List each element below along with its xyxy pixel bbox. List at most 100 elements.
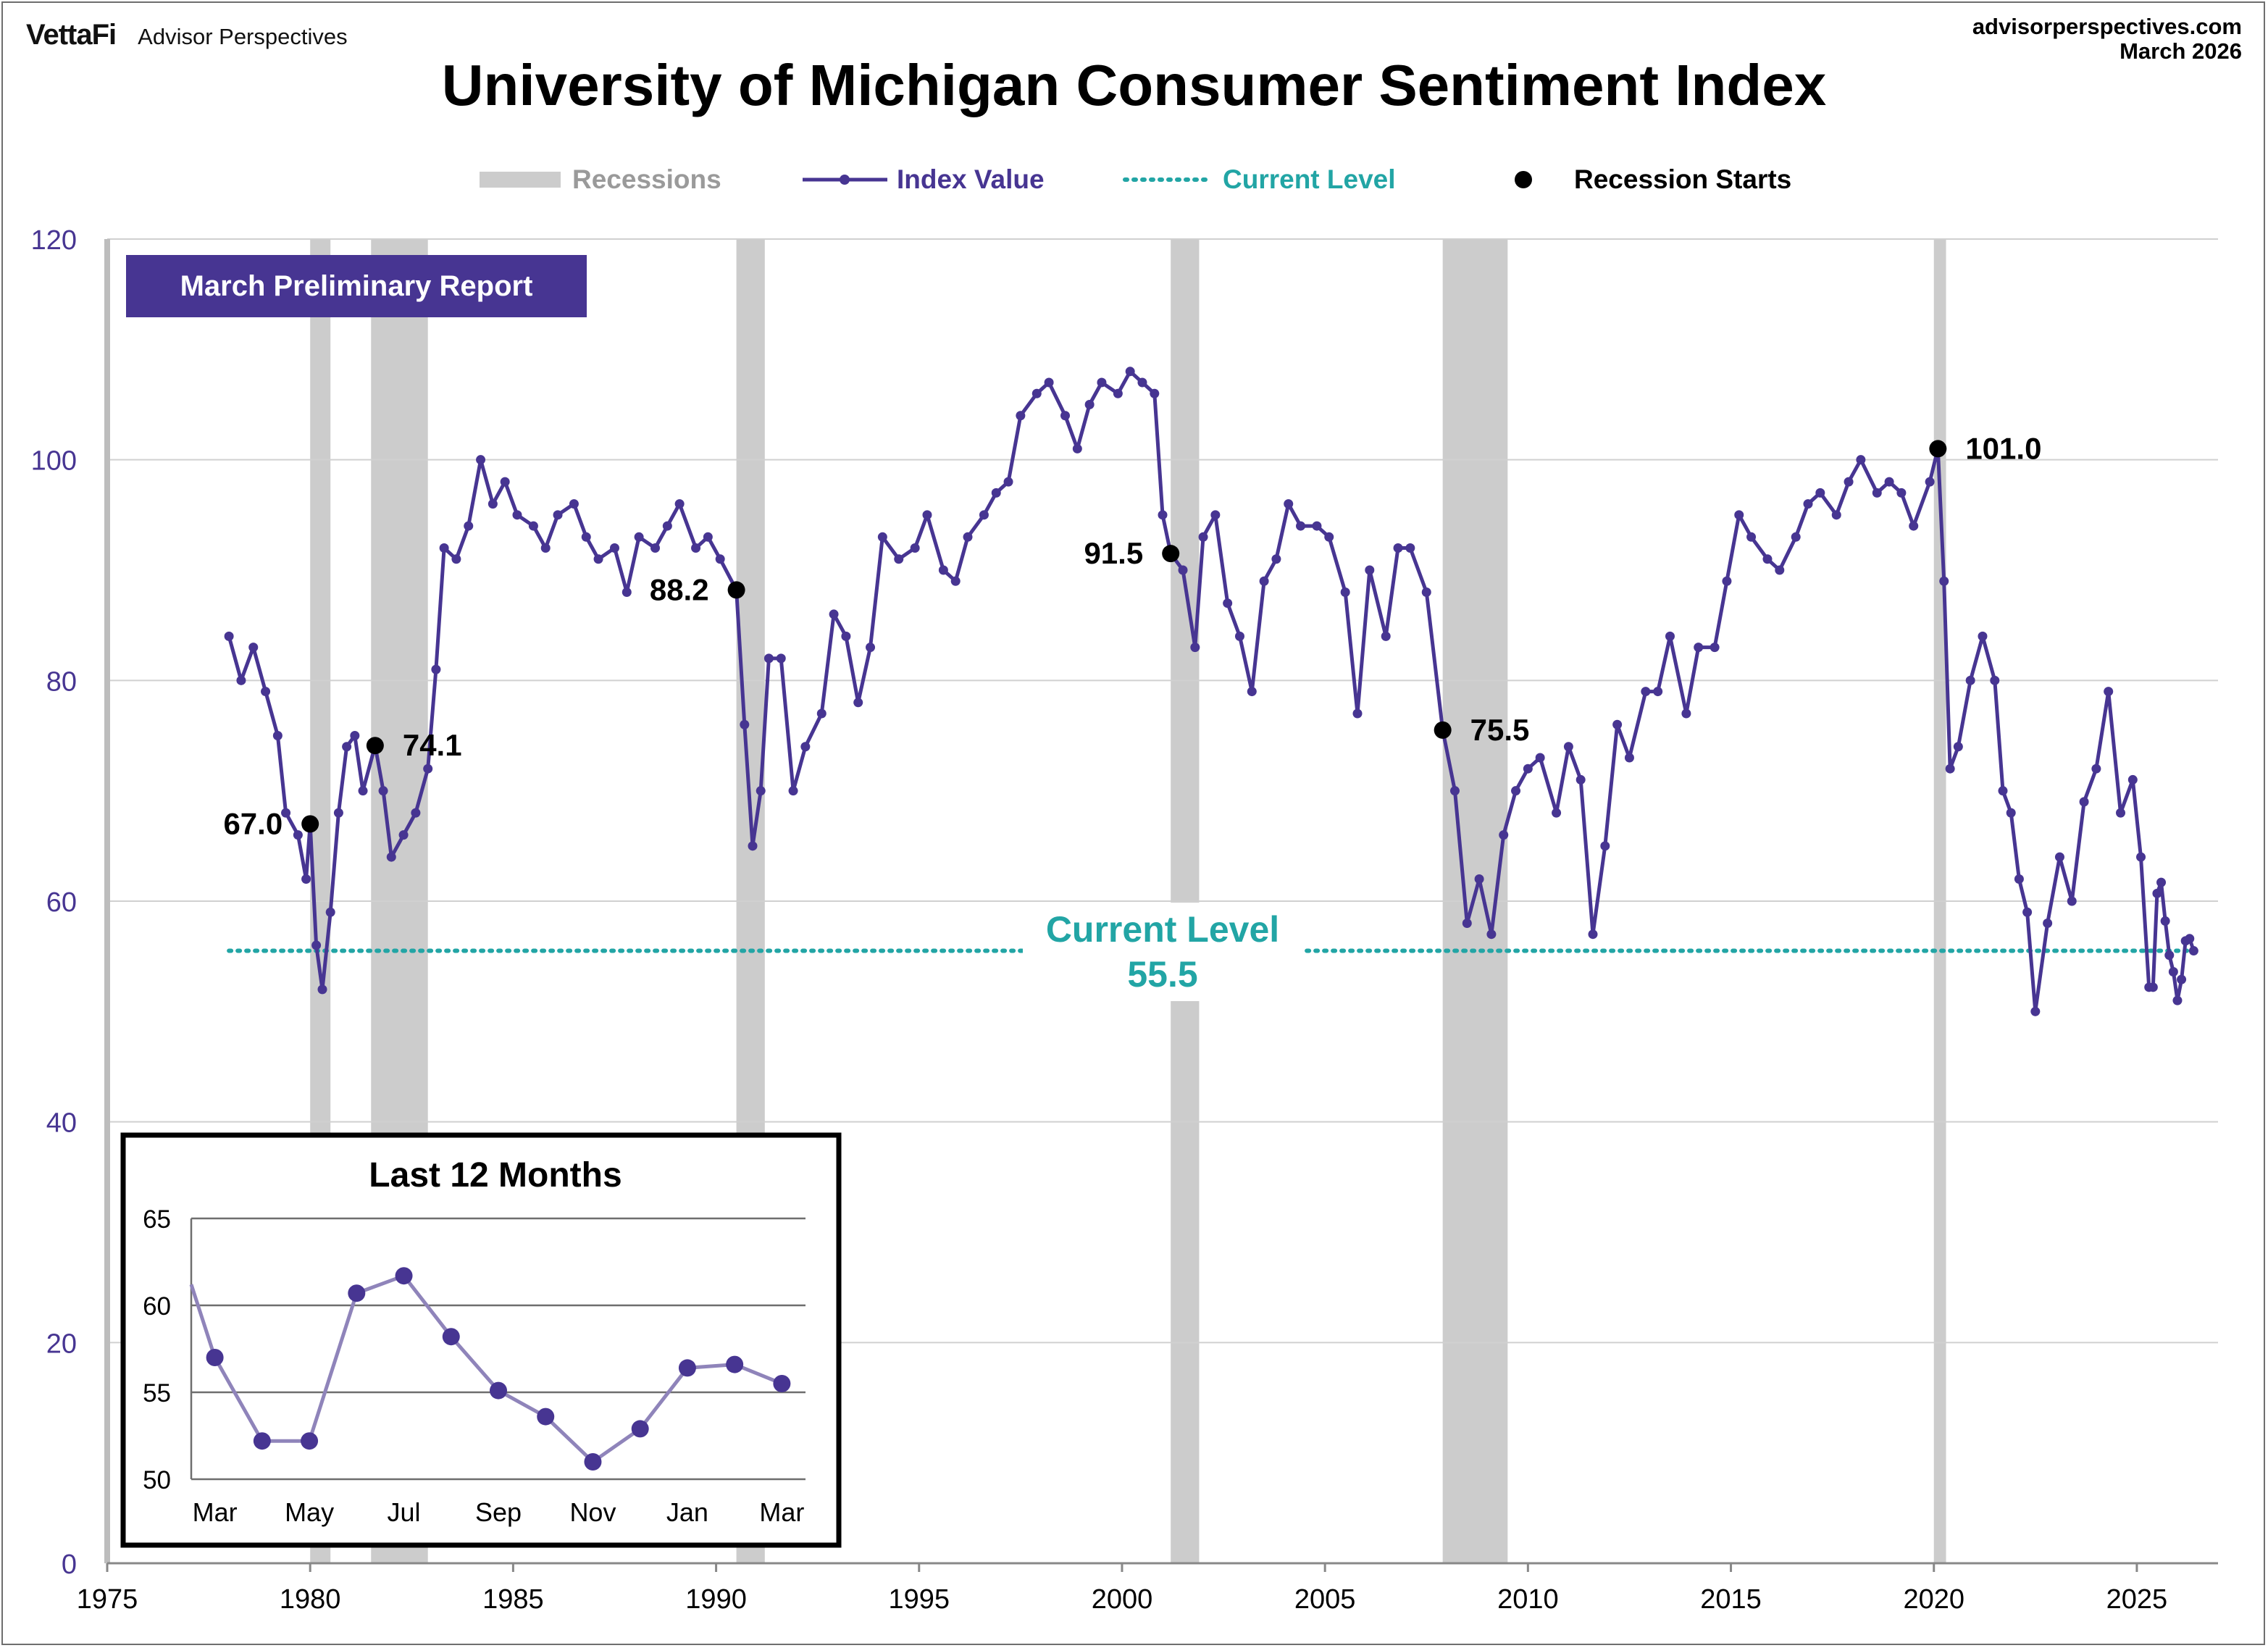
index-point — [1775, 565, 1785, 575]
index-point — [464, 521, 474, 531]
x-tick-label: 1975 — [77, 1584, 138, 1615]
index-point — [1694, 643, 1704, 653]
inset-last-12-months: Last 12 Months 50 55 60 65 Mar May Jul Sep Nov Jan… — [120, 1132, 842, 1548]
recession-start-label: 74.1 — [403, 728, 462, 762]
index-point — [301, 874, 311, 884]
inset-x-tick-label: Jul — [388, 1497, 421, 1527]
index-point — [1113, 388, 1123, 398]
index-point — [841, 631, 851, 641]
y-tick-label: 40 — [46, 1108, 77, 1139]
index-point — [1158, 510, 1168, 520]
index-point — [1925, 477, 1935, 487]
inset-point — [395, 1267, 413, 1285]
current-level-callout-bg — [1023, 903, 1302, 1001]
recession-start-label: 88.2 — [650, 572, 709, 606]
index-point — [2091, 764, 2101, 774]
chart-title: University of Michigan Consumer Sentimen… — [441, 53, 1827, 117]
index-point — [1909, 521, 1919, 531]
index-point — [634, 532, 644, 542]
index-point — [1044, 377, 1054, 388]
index-point — [2164, 950, 2175, 961]
index-point — [1296, 521, 1306, 531]
inset-point — [584, 1453, 602, 1471]
index-point — [1223, 598, 1233, 608]
index-point — [1681, 708, 1691, 719]
index-point — [311, 940, 322, 950]
index-point — [1641, 687, 1651, 697]
index-point — [1421, 587, 1431, 597]
index-point — [788, 786, 798, 796]
index-point — [325, 907, 335, 917]
index-point — [740, 719, 750, 729]
index-point — [1324, 532, 1334, 542]
index-point — [317, 984, 327, 995]
inset-point — [206, 1349, 224, 1366]
index-point — [756, 786, 766, 796]
index-point — [703, 532, 713, 542]
index-point — [1746, 532, 1757, 542]
report-badge-label: March Preliminary Report — [180, 270, 533, 302]
index-point — [1535, 753, 1545, 763]
recession-start-label: 91.5 — [1084, 536, 1143, 570]
index-point — [829, 609, 839, 619]
index-point — [581, 532, 591, 542]
index-point — [1844, 477, 1854, 487]
x-tick-label: 1990 — [685, 1584, 747, 1615]
index-point — [439, 543, 449, 553]
legend-recessions: Recessions — [572, 164, 721, 194]
index-point — [1998, 786, 2008, 796]
inset-point — [253, 1432, 271, 1450]
index-point — [853, 698, 863, 708]
index-point — [2014, 874, 2024, 884]
index-point — [1953, 742, 1963, 752]
legend-current-level: Current Level — [1223, 164, 1396, 194]
index-point — [1097, 377, 1107, 388]
inset-point — [773, 1375, 791, 1392]
index-point — [1624, 753, 1634, 763]
report-badge-box — [126, 255, 587, 317]
index-point — [2188, 946, 2198, 956]
index-point — [2104, 687, 2114, 697]
index-point — [2172, 995, 2183, 1005]
index-point — [1352, 708, 1363, 719]
recession-start-marker — [301, 815, 319, 833]
index-point — [1247, 687, 1257, 697]
index-point — [342, 742, 352, 752]
index-point — [386, 852, 396, 862]
index-point — [877, 532, 887, 542]
index-point — [800, 742, 811, 752]
index-point — [950, 576, 961, 586]
index-point — [2030, 1006, 2041, 1016]
inset-point — [678, 1359, 696, 1377]
index-point — [1393, 543, 1403, 553]
vettafi-logo: VettaFi — [26, 19, 117, 51]
index-point — [1449, 786, 1460, 796]
index-point — [488, 499, 498, 509]
index-point — [1791, 532, 1801, 542]
index-point — [1234, 631, 1244, 641]
index-point — [938, 565, 948, 575]
index-point — [476, 455, 486, 465]
legend-index-marker — [840, 175, 850, 185]
index-point — [1499, 830, 1509, 840]
index-point — [1474, 874, 1484, 884]
legend-recession-start-marker — [1515, 171, 1532, 188]
index-point — [350, 731, 360, 740]
index-point — [2116, 808, 2126, 818]
current-level-callout: Current Level 55.5 — [1023, 903, 1302, 1001]
index-point — [1600, 841, 1610, 851]
inset-x-tick-label: Mar — [193, 1497, 238, 1527]
index-point — [1563, 742, 1573, 752]
index-point — [1856, 455, 1866, 465]
index-point — [1523, 764, 1533, 774]
index-point — [1884, 477, 1894, 487]
source-block: advisorperspectives.com March 2026 — [1972, 14, 2242, 64]
source-date: March 2026 — [2120, 38, 2242, 64]
x-tick-label: 2010 — [1497, 1584, 1559, 1615]
index-point — [1032, 388, 1042, 398]
index-point — [236, 675, 246, 685]
legend-index-value: Index Value — [897, 164, 1045, 194]
y-tick-label: 0 — [62, 1549, 77, 1580]
index-point — [512, 510, 522, 520]
index-point — [1815, 488, 1825, 498]
